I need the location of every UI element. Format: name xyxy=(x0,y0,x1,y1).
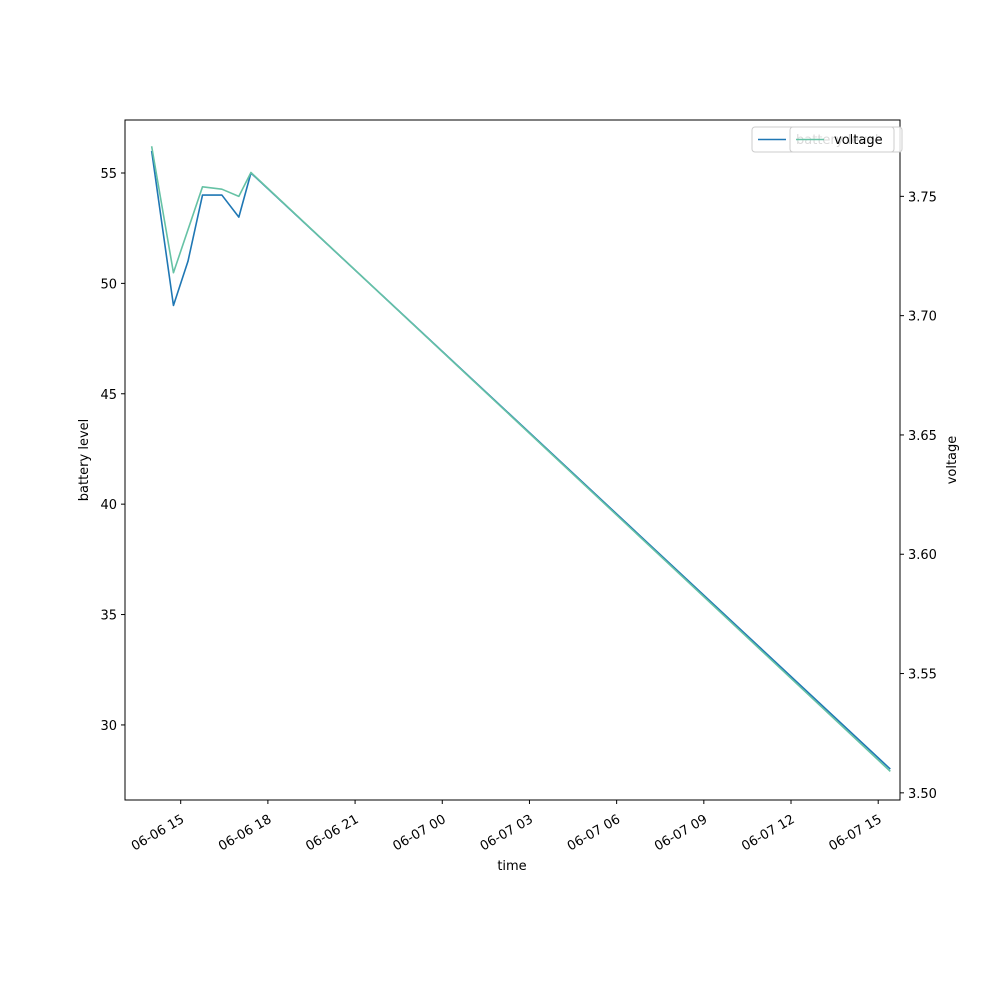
right-y-axis: 3.50 3.55 3.60 3.65 3.70 3.75 xyxy=(900,190,937,802)
legend-label: voltage xyxy=(834,133,883,148)
right-tick-label: 3.60 xyxy=(908,548,937,563)
series-line-battery-level xyxy=(150,150,891,770)
series-line-voltage xyxy=(150,146,891,772)
left-tick-label: 55 xyxy=(100,167,117,182)
left-y-axis: 30 35 40 45 50 55 xyxy=(100,167,125,734)
legend-box xyxy=(789,126,895,153)
right-tick-label: 3.75 xyxy=(908,190,937,205)
left-tick-label: 35 xyxy=(100,609,117,624)
series-layer xyxy=(150,146,891,772)
right-y-axis-label: voltage xyxy=(945,436,960,485)
right-tick-label: 3.65 xyxy=(908,429,937,444)
right-tick-label: 3.70 xyxy=(908,310,937,325)
right-tick-label: 3.55 xyxy=(908,668,937,683)
left-tick-label: 45 xyxy=(100,388,117,403)
left-tick-label: 40 xyxy=(100,498,117,513)
left-tick-label: 30 xyxy=(100,719,117,734)
right-tick-label: 3.50 xyxy=(908,787,937,802)
x-axis-label: time xyxy=(497,859,526,874)
plot-frame xyxy=(124,119,901,801)
legend-voltage: voltage xyxy=(789,126,895,153)
left-y-axis-label: battery level xyxy=(77,419,92,502)
left-tick-label: 50 xyxy=(100,277,117,292)
